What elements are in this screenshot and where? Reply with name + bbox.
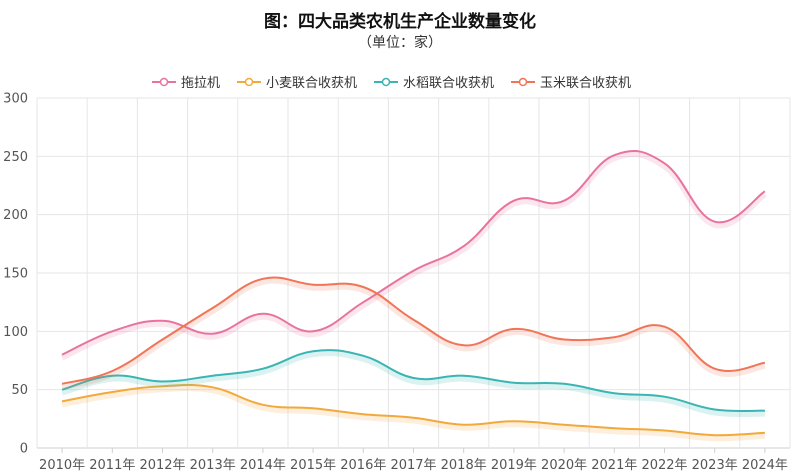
y-tick-label: 200 — [3, 208, 28, 223]
legend: 拖拉机 小麦联合收获机 水稻联合收获机 玉米联合收获机 — [152, 76, 631, 91]
y-tick-label: 100 — [3, 325, 28, 340]
x-tick-label: 2013年 — [190, 458, 236, 473]
x-axis: 2010年 2011年 2012年 2013年 2014年 2015年 2016年 2017年… — [39, 448, 788, 473]
y-tick-label: 150 — [3, 267, 28, 282]
y-tick-label: 250 — [3, 150, 28, 165]
x-tick-label: 2011年 — [89, 458, 135, 473]
legend-label: 玉米联合收获机 — [540, 76, 631, 91]
x-tick-label: 2014年 — [240, 458, 286, 473]
x-tick-label: 2016年 — [340, 458, 386, 473]
grid — [36, 97, 791, 449]
x-tick-label: 2018年 — [441, 458, 487, 473]
x-tick-label: 2015年 — [290, 458, 336, 473]
x-tick-label: 2020年 — [541, 458, 587, 473]
y-tick-label: 50 — [11, 383, 28, 398]
legend-marker — [381, 77, 391, 87]
x-tick-label: 2012年 — [139, 458, 185, 473]
x-tick-label: 2021年 — [591, 458, 637, 473]
x-tick-label: 2024年 — [742, 458, 788, 473]
legend-label: 小麦联合收获机 — [266, 76, 357, 91]
legend-marker — [159, 77, 169, 87]
x-tick-label: 2023年 — [692, 458, 738, 473]
x-tick-label: 2010年 — [39, 458, 85, 473]
y-tick-label: 300 — [3, 92, 28, 107]
legend-label: 拖拉机 — [181, 76, 220, 91]
series-shadow — [61, 384, 766, 442]
chart-subtitle: （单位：家） — [358, 34, 442, 51]
legend-marker — [518, 77, 528, 87]
legend-label: 水稻联合收获机 — [403, 76, 494, 91]
y-axis: 0 50 100 150 200 250 300 — [3, 92, 28, 457]
series-shadow — [61, 277, 766, 390]
legend-marker — [244, 77, 254, 87]
y-tick-label: 0 — [20, 442, 28, 457]
series-shadow — [60, 150, 767, 361]
chart-title: 图：四大品类农机生产企业数量变化 — [264, 11, 536, 32]
x-tick-label: 2019年 — [491, 458, 537, 473]
series-line-3 — [61, 276, 766, 385]
series-line-1 — [61, 383, 765, 437]
x-tick-label: 2017年 — [390, 458, 436, 473]
series-shadow — [61, 350, 765, 418]
x-tick-label: 2022年 — [641, 458, 687, 473]
series-lines — [60, 149, 767, 442]
